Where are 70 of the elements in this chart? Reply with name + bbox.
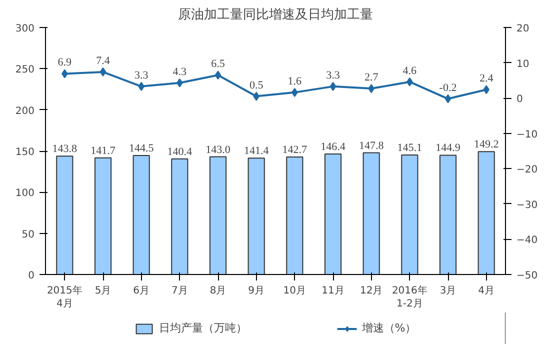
x-tick-label: 2015年 4月 <box>46 284 82 310</box>
data-label: 143.8 <box>52 143 78 156</box>
y2-tick-label: 0 <box>516 94 523 106</box>
bar <box>401 154 418 274</box>
data-label: 7.4 <box>96 54 110 67</box>
data-label: 2.7 <box>364 72 379 84</box>
data-label: 143.0 <box>206 144 231 156</box>
y2-tick-label: −50 <box>516 270 538 282</box>
data-label: 144.9 <box>436 142 461 154</box>
y2-tick-label: 10 <box>516 58 530 70</box>
x-tick-label: 11月 <box>322 286 344 296</box>
x-tick-label: 2016年 1-2月 <box>392 284 428 310</box>
point <box>100 67 106 76</box>
point <box>214 70 222 80</box>
bar <box>478 151 495 274</box>
y2-tick-label: −10 <box>516 129 538 140</box>
y-tick-label: 100 <box>15 188 35 200</box>
point <box>444 94 452 104</box>
data-label: 144.5 <box>128 142 154 155</box>
y-tick-label: 150 <box>15 147 35 158</box>
data-label: 149.2 <box>474 138 499 151</box>
y-tick-label: 0 <box>28 270 35 282</box>
bar <box>209 156 227 274</box>
y2-tick-label: −40 <box>516 235 538 246</box>
data-label: 140.4 <box>167 146 193 158</box>
bar <box>132 155 150 274</box>
data-label: 0.5 <box>249 79 264 92</box>
y-tick-label: 200 <box>15 106 35 117</box>
data-label: 6.5 <box>211 58 226 70</box>
data-label: 145.1 <box>397 142 422 154</box>
bar <box>286 156 304 274</box>
data-label: 146.4 <box>320 140 346 153</box>
x-tick-label: 3月 <box>440 286 456 296</box>
x-tick-label: 7月 <box>171 286 188 296</box>
bar <box>94 157 112 274</box>
x-tick-label: 12月 <box>360 286 383 296</box>
x-tick-label: 8月 <box>210 286 226 296</box>
point <box>330 82 336 91</box>
data-label: -0.2 <box>439 82 457 94</box>
x-tick-label: 5月 <box>94 286 112 296</box>
legend-label: 增速（%） <box>362 320 416 336</box>
data-label: 2.4 <box>479 72 494 85</box>
data-label: 142.7 <box>282 144 308 156</box>
x-tick-label: 4月 <box>478 286 495 296</box>
x-tick-label: 10月 <box>283 286 306 296</box>
y2-tick-label: 20 <box>516 24 530 34</box>
data-label: 1.6 <box>288 75 302 88</box>
data-label: 147.8 <box>358 140 384 152</box>
chart-title: 原油加工量同比增速及日均加工量 <box>178 8 373 22</box>
data-label: 3.3 <box>326 69 340 82</box>
data-label: 3.3 <box>134 69 149 82</box>
y2-tick-label: −30 <box>516 200 538 211</box>
bar <box>171 158 188 274</box>
x-tick-label: 6月 <box>133 286 150 296</box>
bar <box>439 154 457 274</box>
data-label: 141.7 <box>90 144 116 157</box>
data-label: 4.3 <box>172 66 188 78</box>
data-label: 4.6 <box>402 64 418 77</box>
y-tick-label: 50 <box>22 229 35 240</box>
data-label: 141.4 <box>244 145 270 158</box>
legend-label: 日均产量（万吨） <box>158 320 247 336</box>
y-tick-label: 250 <box>15 64 35 76</box>
bar <box>248 158 265 274</box>
bar <box>324 153 342 274</box>
bar <box>56 156 74 274</box>
bar <box>362 152 380 274</box>
x-tick-label: 9月 <box>248 286 265 296</box>
y2-tick-label: −20 <box>516 164 538 176</box>
data-label: 6.9 <box>58 56 72 69</box>
y-tick-label: 300 <box>15 24 35 34</box>
